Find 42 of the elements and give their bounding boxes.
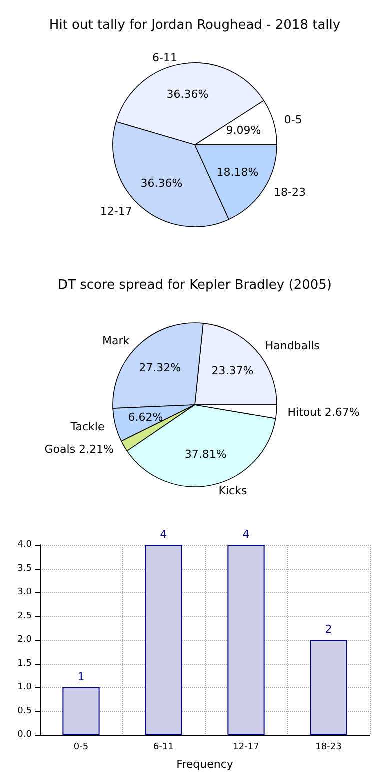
bar: [62, 688, 100, 735]
data-label: 9.09%: [226, 124, 262, 138]
y-tick-label: 1.5: [18, 658, 32, 669]
data-label: 2: [325, 623, 332, 636]
slice-label: Goals 2.21%: [44, 442, 114, 456]
slice-label: 0-5: [284, 114, 302, 127]
chart-title: DT score spread for Kepler Bradley (2005): [58, 278, 332, 293]
x-tick-label: 0-5: [74, 742, 89, 752]
data-label: 4: [160, 528, 168, 541]
slice-label: Handballs: [265, 340, 320, 353]
bar: [145, 545, 182, 735]
y-tick-label: 3.0: [18, 588, 32, 598]
y-tick-label: 3.5: [18, 564, 32, 574]
x-tick-label: 12-17: [233, 742, 260, 752]
y-tick-label: 0.5: [18, 706, 32, 716]
data-label: 36.36%: [140, 176, 183, 190]
y-tick-label: 0.0: [18, 730, 32, 740]
slice-label: 6-11: [152, 51, 178, 64]
x-axis-title: Frequency: [176, 758, 234, 771]
slice-label: Hitout 2.67%: [288, 406, 360, 419]
chart-title: Hit out tally for Jordan Roughead - 2018 tally: [49, 18, 341, 33]
data-label: 36.36%: [166, 88, 209, 102]
y-tick-label: 1.0: [18, 682, 32, 692]
data-label: 23.37%: [212, 364, 254, 378]
data-label: 37.81%: [184, 448, 227, 462]
bar: [310, 640, 348, 735]
data-label: 1: [78, 670, 85, 684]
data-label: 6.62%: [128, 411, 164, 424]
x-tick-label: 6-11: [154, 742, 174, 752]
slice-label: 12-17: [100, 205, 132, 218]
slice-label: Kicks: [218, 484, 248, 498]
y-tick-label: 2.5: [18, 611, 32, 622]
slice-label: Tackle: [70, 420, 105, 434]
data-label: 4: [242, 528, 250, 541]
data-label: 18.18%: [216, 166, 259, 179]
slice-label: Mark: [102, 334, 130, 348]
y-tick-label: 4.0: [18, 540, 32, 550]
x-tick-label: 18-23: [316, 742, 342, 752]
bar: [228, 545, 265, 735]
y-tick-label: 2.0: [18, 635, 32, 645]
slice-label: 18-23: [274, 186, 306, 200]
data-label: 27.32%: [139, 362, 182, 375]
